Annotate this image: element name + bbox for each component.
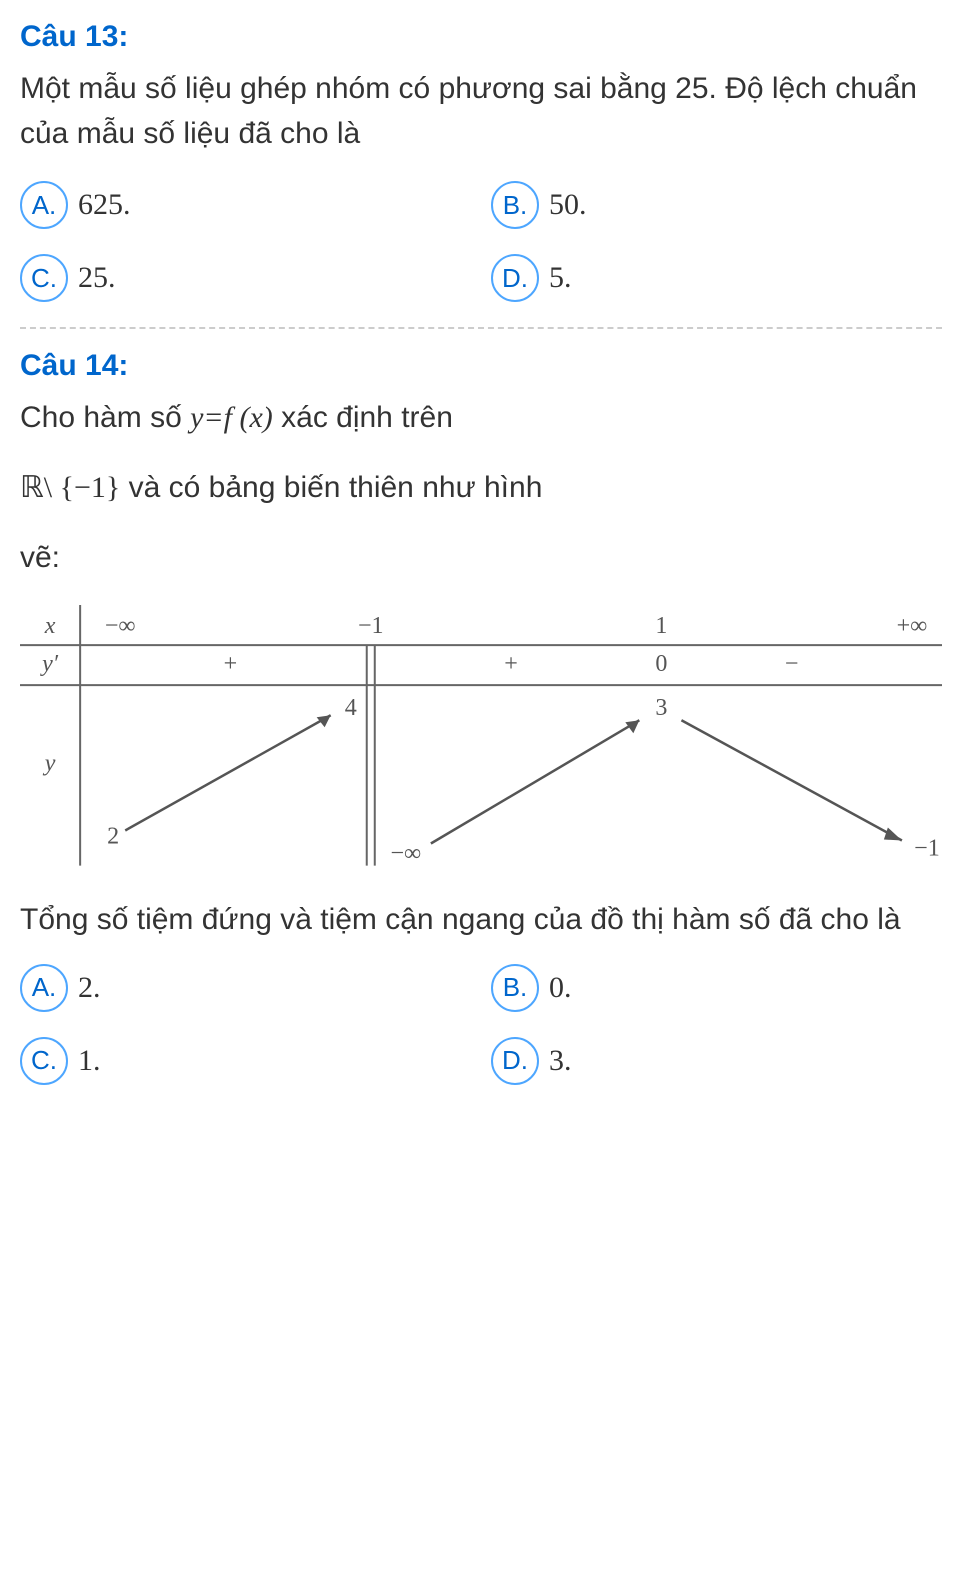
option-c-button[interactable]: C.: [20, 254, 68, 302]
option-c: C. 25.: [20, 254, 471, 302]
x-neg1: −1: [358, 613, 384, 639]
option-14d-button[interactable]: D.: [491, 1037, 539, 1085]
option-c-text: 25.: [78, 261, 116, 295]
y-val-2: 2: [107, 824, 119, 850]
option-b: B. 50.: [491, 181, 942, 229]
y-val-neginf: −∞: [390, 841, 421, 866]
y-label: y: [42, 750, 56, 776]
option-14c-text: 1.: [78, 1044, 101, 1078]
x-neg-inf: −∞: [105, 613, 136, 639]
q14-formula: y=f (x): [190, 401, 273, 434]
yprime-plus1: +: [224, 651, 238, 677]
y-val-3: 3: [655, 695, 667, 721]
option-d-button[interactable]: D.: [491, 254, 539, 302]
option-14c: C. 1.: [20, 1037, 471, 1085]
option-14c-button[interactable]: C.: [20, 1037, 68, 1085]
option-a: A. 625.: [20, 181, 471, 229]
y-val-neg1: −1: [914, 836, 940, 862]
y-val-4: 4: [345, 695, 357, 721]
option-a-button[interactable]: A.: [20, 181, 68, 229]
option-14b: B. 0.: [491, 964, 942, 1012]
question-14-title: Câu 14:: [20, 349, 942, 383]
variation-table-svg: x y′ y −∞ −1 1 +∞ + + 0 − 2 4 −∞ 3: [20, 605, 942, 866]
option-b-text: 50.: [549, 188, 587, 222]
question-14-subtext: Tổng số tiệm đứng và tiệm cận ngang của …: [20, 896, 942, 944]
x-pos-inf: +∞: [897, 613, 928, 639]
option-b-button[interactable]: B.: [491, 181, 539, 229]
option-a-text: 625.: [78, 188, 131, 222]
question-13: Câu 13: Một mẫu số liệu ghép nhóm có phư…: [20, 20, 942, 302]
question-13-text: Một mẫu số liệu ghép nhóm có phương sai …: [20, 66, 942, 156]
option-14b-text: 0.: [549, 971, 572, 1005]
option-14a: A. 2.: [20, 964, 471, 1012]
question-14-options: A. 2. B. 0. C. 1. D. 3.: [20, 964, 942, 1085]
option-14a-text: 2.: [78, 971, 101, 1005]
question-14: Câu 14: Cho hàm số y=f (x) xác định trên…: [20, 349, 942, 1085]
question-13-options: A. 625. B. 50. C. 25. D. 5.: [20, 181, 942, 302]
variation-table: x y′ y −∞ −1 1 +∞ + + 0 − 2 4 −∞ 3: [20, 605, 942, 871]
yprime-plus2: +: [504, 651, 518, 677]
question-13-title: Câu 13:: [20, 20, 942, 54]
q14-text-part1: Cho hàm số: [20, 401, 190, 434]
question-14-text-line3: vẽ:: [20, 535, 942, 580]
question-14-text-line2: ℝ\ {−1} và có bảng biến thiên như hình: [20, 465, 942, 510]
q14-text-part3: và có bảng biến thiên như hình: [120, 471, 542, 504]
option-14b-button[interactable]: B.: [491, 964, 539, 1012]
x-1: 1: [655, 613, 667, 639]
yprime-minus: −: [785, 651, 799, 677]
divider: [20, 327, 942, 329]
x-label: x: [44, 613, 56, 639]
question-14-text: Cho hàm số y=f (x) xác định trên: [20, 395, 942, 440]
option-d: D. 5.: [491, 254, 942, 302]
yprime-label: y′: [39, 651, 59, 677]
q14-domain: ℝ\ {−1}: [20, 471, 120, 504]
option-14a-button[interactable]: A.: [20, 964, 68, 1012]
yprime-zero: 0: [655, 651, 667, 677]
option-d-text: 5.: [549, 261, 572, 295]
q14-text-part2: xác định trên: [273, 401, 453, 434]
option-14d: D. 3.: [491, 1037, 942, 1085]
option-14d-text: 3.: [549, 1044, 572, 1078]
